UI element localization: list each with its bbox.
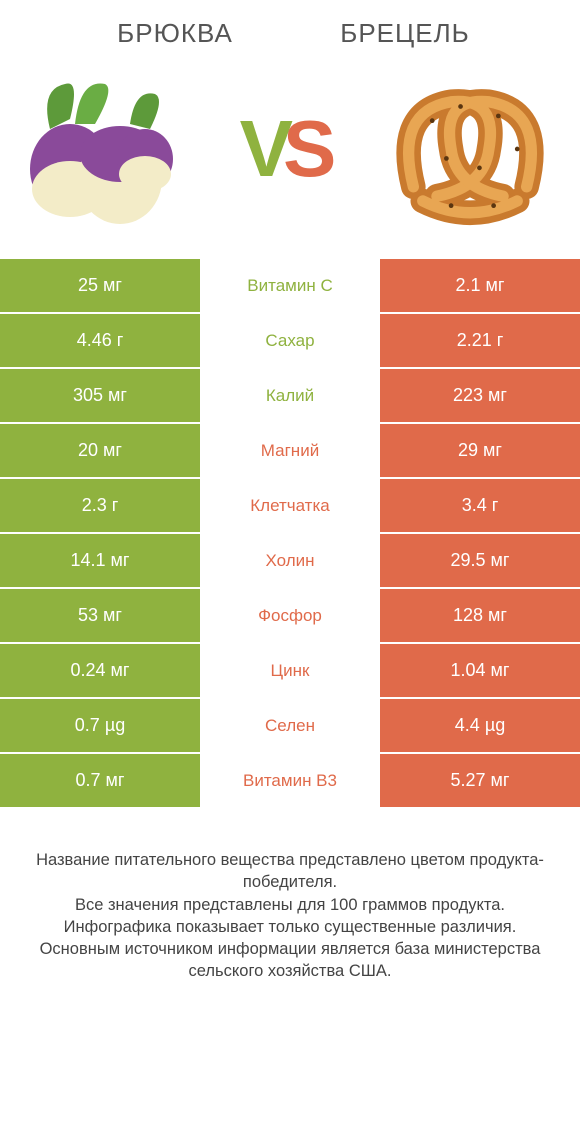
right-value: 3.4 г [380,479,580,532]
nutrient-name: Калий [200,369,380,422]
right-value: 1.04 мг [380,644,580,697]
table-row: 0.7 µgСелен4.4 µg [0,699,580,754]
left-title: БРЮКВА [60,18,290,49]
table-row: 25 мгВитамин C2.1 мг [0,259,580,314]
nutrient-name: Клетчатка [200,479,380,532]
table-row: 4.46 гСахар2.21 г [0,314,580,369]
vs-v: V [240,103,287,195]
left-value: 305 мг [0,369,200,422]
nutrient-name: Селен [200,699,380,752]
nutrient-name: Витамин B3 [200,754,380,807]
footer-line: Основным источником информации является … [20,938,560,983]
nutrient-name: Витамин C [200,259,380,312]
right-food-image [380,59,560,239]
footer-line: Все значения представлены для 100 граммо… [20,894,560,916]
right-value: 29.5 мг [380,534,580,587]
table-row: 2.3 гКлетчатка3.4 г [0,479,580,534]
vs-label: V S [240,103,331,195]
left-value: 53 мг [0,589,200,642]
footer-text: Название питательного вещества представл… [0,809,580,983]
nutrient-name: Сахар [200,314,380,367]
nutrient-name: Фосфор [200,589,380,642]
images-row: V S [0,49,580,259]
right-value: 128 мг [380,589,580,642]
nutrient-name: Магний [200,424,380,477]
table-row: 0.7 мгВитамин B35.27 мг [0,754,580,809]
right-value: 29 мг [380,424,580,477]
header: БРЮКВА БРЕЦЕЛЬ [0,0,580,49]
right-value: 2.21 г [380,314,580,367]
table-row: 305 мгКалий223 мг [0,369,580,424]
table-row: 0.24 мгЦинк1.04 мг [0,644,580,699]
nutrient-name: Цинк [200,644,380,697]
left-value: 0.24 мг [0,644,200,697]
right-value: 2.1 мг [380,259,580,312]
left-value: 20 мг [0,424,200,477]
vs-s: S [283,103,330,195]
left-value: 14.1 мг [0,534,200,587]
table-row: 53 мгФосфор128 мг [0,589,580,644]
comparison-table: 25 мгВитамин C2.1 мг4.46 гСахар2.21 г305… [0,259,580,809]
right-value: 5.27 мг [380,754,580,807]
right-value: 4.4 µg [380,699,580,752]
footer-line: Название питательного вещества представл… [20,849,560,894]
left-value: 4.46 г [0,314,200,367]
left-value: 25 мг [0,259,200,312]
left-value: 0.7 µg [0,699,200,752]
right-value: 223 мг [380,369,580,422]
right-title: БРЕЦЕЛЬ [290,18,520,49]
nutrient-name: Холин [200,534,380,587]
table-row: 20 мгМагний29 мг [0,424,580,479]
left-value: 2.3 г [0,479,200,532]
table-row: 14.1 мгХолин29.5 мг [0,534,580,589]
left-food-image [10,59,190,239]
footer-line: Инфографика показывает только существенн… [20,916,560,938]
left-value: 0.7 мг [0,754,200,807]
